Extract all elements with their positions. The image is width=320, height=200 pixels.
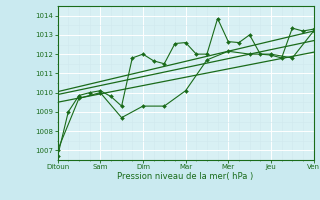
X-axis label: Pression niveau de la mer( hPa ): Pression niveau de la mer( hPa ) [117,172,254,181]
